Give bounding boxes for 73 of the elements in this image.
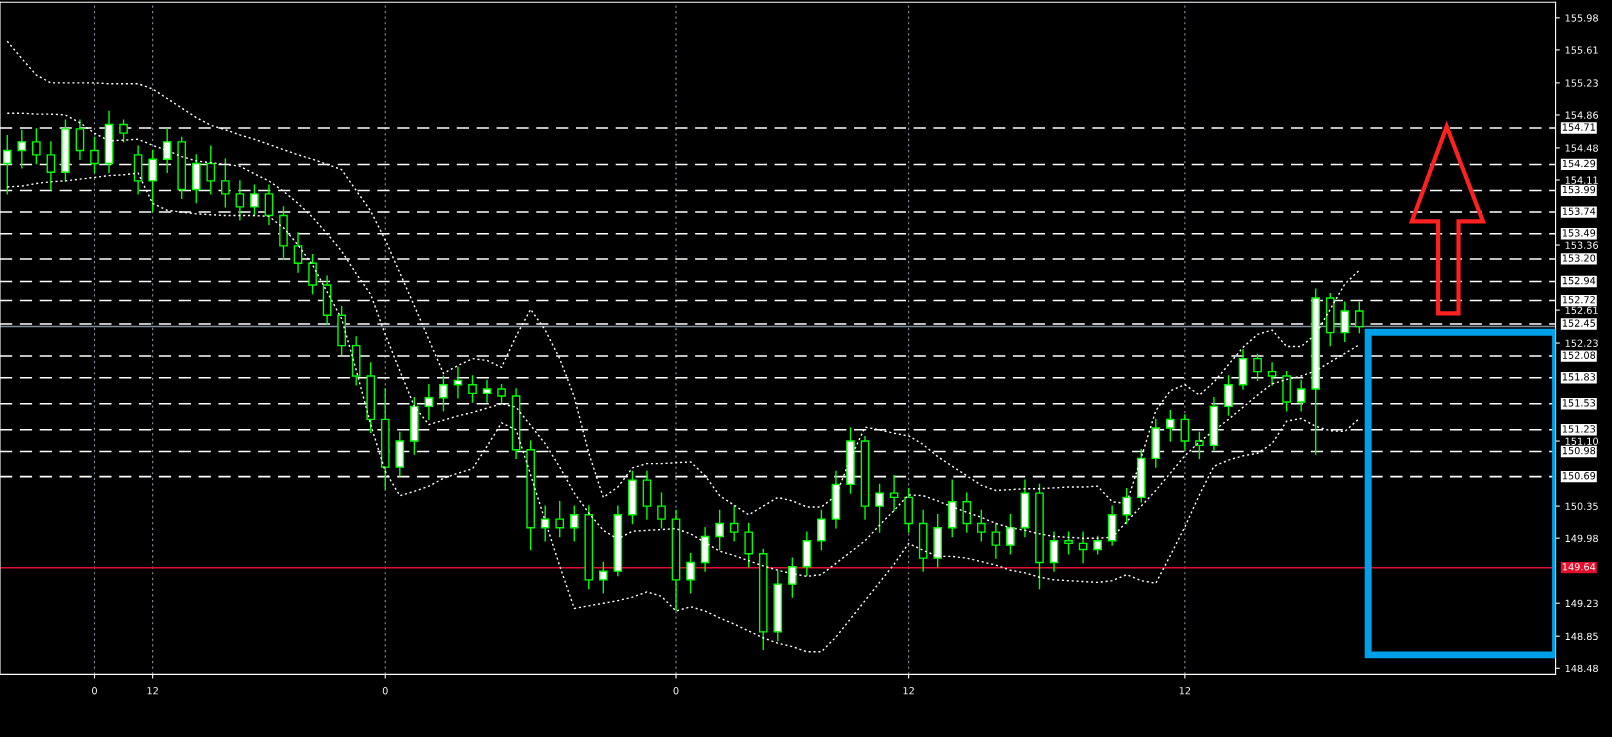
candlestick bbox=[119, 119, 128, 143]
y-tick-label: 155.98 bbox=[1565, 14, 1598, 22]
candlestick bbox=[976, 509, 986, 542]
ref-line-label: 154.29 bbox=[1562, 159, 1596, 168]
candlestick bbox=[991, 522, 1001, 559]
ref-line-label: 151.83 bbox=[1562, 373, 1596, 381]
candlestick bbox=[875, 483, 884, 533]
candlestick bbox=[686, 553, 695, 594]
ref-line-label: 152.94 bbox=[1562, 276, 1596, 285]
candlestick bbox=[1354, 301, 1364, 334]
x-tick-label: 12 bbox=[147, 687, 158, 695]
ref-line-label: 150.98 bbox=[1562, 446, 1596, 455]
candlestick bbox=[1195, 431, 1204, 460]
x-tick-label: 12 bbox=[903, 687, 914, 695]
candlestick bbox=[657, 492, 666, 529]
y-tick-label: 149.98 bbox=[1565, 534, 1598, 543]
candlestick bbox=[1180, 414, 1190, 451]
candlestick bbox=[46, 141, 56, 191]
ref-line-label: 154.71 bbox=[1562, 123, 1595, 131]
candlestick bbox=[1267, 362, 1277, 386]
ref-line-label: 152.72 bbox=[1562, 296, 1595, 304]
y-tick-label: 154.86 bbox=[1565, 111, 1599, 119]
ref-line-label: 152.45 bbox=[1562, 319, 1595, 327]
candlestick bbox=[308, 253, 317, 295]
candlestick bbox=[540, 505, 550, 542]
y-tick-label: 155.61 bbox=[1565, 46, 1598, 54]
x-tick-label: 0 bbox=[92, 687, 97, 695]
candlestick bbox=[264, 184, 274, 225]
candlestick bbox=[889, 475, 899, 512]
candlestick bbox=[1064, 531, 1073, 555]
candlestick bbox=[221, 158, 230, 208]
ref-line-label: 149.64 bbox=[1562, 563, 1596, 571]
candlestick bbox=[235, 180, 245, 221]
candlestick bbox=[817, 509, 826, 551]
candlestick bbox=[1049, 531, 1059, 572]
ref-line-label: 153.99 bbox=[1562, 185, 1596, 194]
ref-line-label: 152.08 bbox=[1562, 351, 1596, 359]
y-tick-label: 154.48 bbox=[1565, 144, 1598, 152]
candlestick bbox=[32, 128, 41, 165]
candlestick bbox=[293, 232, 303, 273]
candlestick bbox=[75, 119, 85, 160]
candlestick bbox=[555, 501, 565, 538]
y-tick-label: 148.48 bbox=[1565, 664, 1598, 673]
candlestick bbox=[206, 145, 216, 195]
candlestick bbox=[715, 509, 724, 551]
y-tick-label: 151.10 bbox=[1565, 437, 1598, 445]
y-tick-label: 154.11 bbox=[1565, 176, 1598, 184]
x-tick-label: 0 bbox=[382, 687, 388, 695]
candlestick bbox=[90, 136, 99, 173]
candlestick bbox=[729, 505, 739, 542]
candlestick bbox=[744, 522, 754, 568]
candlestick bbox=[962, 492, 972, 533]
y-tick-label: 150.35 bbox=[1565, 502, 1598, 510]
candlestick bbox=[250, 184, 259, 217]
candlestick bbox=[569, 505, 579, 542]
ref-line-label: 150.69 bbox=[1562, 472, 1596, 480]
ref-line-label: 153.49 bbox=[1562, 229, 1596, 237]
candlestick bbox=[1253, 353, 1262, 382]
candlestick bbox=[599, 561, 608, 594]
ref-line-label: 151.53 bbox=[1562, 399, 1596, 407]
ref-line-label: 151.23 bbox=[1562, 425, 1596, 433]
candlestick bbox=[468, 375, 477, 403]
x-tick-label: 0 bbox=[673, 687, 679, 695]
y-tick-label: 155.23 bbox=[1565, 79, 1598, 87]
y-tick-label: 153.36 bbox=[1565, 241, 1599, 249]
y-tick-label: 148.85 bbox=[1565, 632, 1598, 641]
ref-line-label: 153.74 bbox=[1562, 207, 1596, 215]
x-tick-label: 12 bbox=[1179, 687, 1191, 695]
y-tick-label: 152.23 bbox=[1565, 339, 1598, 347]
ref-line-label: 153.20 bbox=[1562, 254, 1596, 262]
y-tick-label: 149.23 bbox=[1565, 599, 1598, 608]
y-tick-label: 152.61 bbox=[1565, 306, 1598, 314]
candlestick bbox=[1006, 514, 1015, 555]
